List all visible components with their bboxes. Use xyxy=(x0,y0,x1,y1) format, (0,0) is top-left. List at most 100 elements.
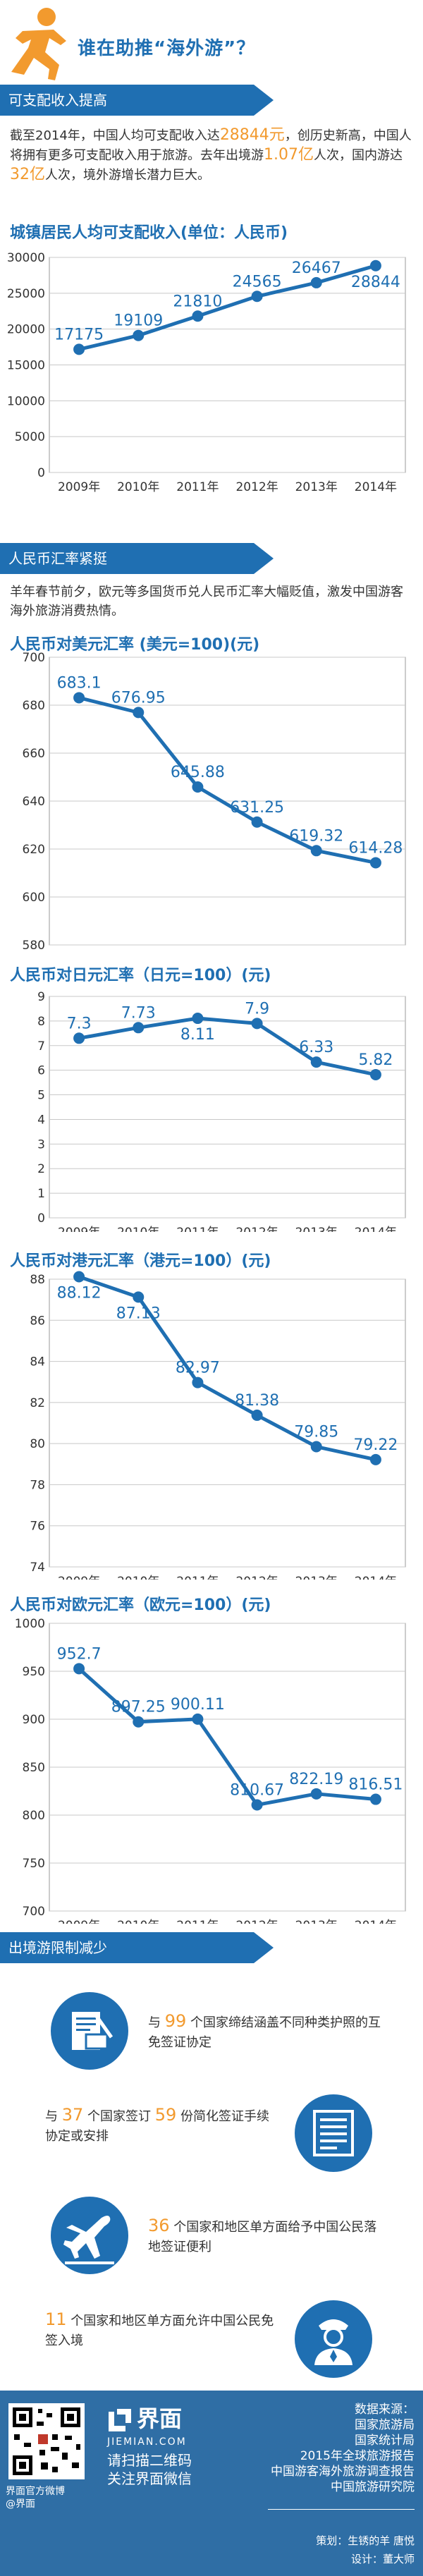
data-point xyxy=(369,1068,381,1080)
y-tick-label: 84 xyxy=(30,1355,45,1369)
qr-code[interactable] xyxy=(8,2403,85,2479)
sources-title: 数据来源： xyxy=(355,2403,415,2417)
data-point xyxy=(73,1663,85,1675)
y-tick-label: 82 xyxy=(30,1396,45,1410)
data-label: 8.11 xyxy=(180,1026,215,1044)
x-tick-label: 2013年 xyxy=(295,1226,338,1232)
chart-hkd: 74 76 78 80 82 84 86 88 2009年 2010年 2011年 2012年 2013… xyxy=(30,1271,406,1580)
data-label: 19109 xyxy=(114,312,163,330)
series-line xyxy=(78,696,376,865)
data-point xyxy=(73,1032,85,1044)
data-point xyxy=(369,1793,381,1805)
page-title: 谁在助推“海外游”？ xyxy=(78,38,256,59)
credit-planner: 策划：生锈的羊 唐悦 xyxy=(316,2534,415,2547)
weibo-label: 界面官方微博 @界面 xyxy=(6,2485,65,2510)
series-line xyxy=(78,1016,376,1077)
y-tick-label: 8 xyxy=(37,1015,45,1029)
data-label: 645.88 xyxy=(171,764,225,781)
rate-paragraph: 羊年春节前夕，欧元等多国货币兑人民币汇率大幅贬值，激发中国游客海外旅游消费热情。 xyxy=(10,585,403,618)
x-tick-label: 2014年 xyxy=(355,480,397,494)
x-tick-label: 2011年 xyxy=(176,480,219,494)
weibo-handle: @界面 xyxy=(6,2498,35,2510)
y-tick-label: 700 xyxy=(23,651,45,665)
data-point xyxy=(133,1291,145,1303)
y-tick-label: 5000 xyxy=(15,430,45,444)
data-label: 17175 xyxy=(54,326,104,343)
x-tick-label: 2014年 xyxy=(355,1226,397,1232)
chart-usd: 5806006206406606807002009年2010年2011年2012… xyxy=(23,651,406,952)
income-value: 28844元 xyxy=(219,126,285,144)
plot-frame xyxy=(49,1278,406,1568)
y-tick-label: 0 xyxy=(37,1211,45,1226)
visa-item-3-post: 个国家和地区单方面给予中国公民落地签证便利 xyxy=(148,2220,377,2254)
chart-title-jpy: 人民币对日元汇率（日元=100）(元) xyxy=(10,967,271,984)
footer: 界面官方微博 @界面 界面 JIEMIAN.COM 请扫描二维码 关注界面微信 数据… xyxy=(0,2391,423,2576)
x-tick-label: 2010年 xyxy=(117,1919,159,1924)
data-label: 24565 xyxy=(233,273,282,291)
footer-divider xyxy=(268,2509,415,2510)
income-text-3: 人次，国内游达 xyxy=(314,148,403,163)
y-tick-label: 800 xyxy=(23,1809,45,1823)
scan-hint-2: 关注界面微信 xyxy=(107,2470,192,2487)
scan-hint: 请扫描二维码 关注界面微信 xyxy=(107,2451,192,2488)
weibo-label-1: 界面官方微博 xyxy=(6,2486,65,2497)
plot-frame xyxy=(49,996,406,1219)
airplane-icon xyxy=(51,2197,128,2274)
visa-item-2-post: 份简化签证手续协定或安排 xyxy=(45,2109,270,2144)
x-tick-label: 2009年 xyxy=(58,1575,100,1580)
x-tick-label: 2012年 xyxy=(235,1919,278,1924)
y-tick-label: 6 xyxy=(37,1064,45,1078)
data-point xyxy=(251,291,263,303)
data-label: 21810 xyxy=(173,293,222,310)
y-tick-label: 80 xyxy=(30,1437,45,1451)
visa-item-1-post: 个国家缔结涵盖不同种类护照的互免签证协定 xyxy=(148,2015,381,2050)
outbound-value: 1.07亿 xyxy=(264,146,314,164)
y-tick-label: 2 xyxy=(37,1162,45,1176)
data-point xyxy=(73,1271,85,1283)
data-point xyxy=(251,816,263,828)
x-tick-label: 2013年 xyxy=(295,1919,338,1924)
data-point xyxy=(133,1716,145,1728)
data-point xyxy=(73,692,85,704)
runner-logo-icon xyxy=(11,8,66,80)
data-label: 5.82 xyxy=(358,1051,393,1069)
section-banner-visa: 出境游限制减少 xyxy=(0,1932,274,1963)
data-point xyxy=(369,857,381,869)
data-label: 87.13 xyxy=(116,1305,161,1322)
data-label: 614.28 xyxy=(348,839,403,857)
data-point xyxy=(133,707,145,719)
data-point xyxy=(192,1013,204,1025)
y-tick-label: 950 xyxy=(23,1665,45,1679)
y-tick-label: 620 xyxy=(23,843,45,857)
visa-item-2: 与 37 个国家签订 59 份简化签证手续协定或安排 xyxy=(45,2105,271,2147)
y-tick-label: 5 xyxy=(37,1089,45,1103)
visa-item-1-num: 99 xyxy=(164,2011,187,2031)
x-tick-label: 2013年 xyxy=(295,480,338,494)
source-item: 国家旅游局 xyxy=(355,2418,415,2432)
x-tick-label: 2014年 xyxy=(355,1919,397,1924)
data-point xyxy=(251,1018,263,1030)
data-label: 81.38 xyxy=(235,1392,279,1410)
visa-item-4-num: 11 xyxy=(45,2309,67,2329)
y-tick-label: 20000 xyxy=(7,323,45,337)
visa-item-2-num2: 59 xyxy=(154,2105,177,2125)
x-tick-label: 2014年 xyxy=(355,1575,397,1580)
income-text-2: ，创历史新高，中国人将拥有更多可支配收入用于旅游。去年出境游 xyxy=(10,128,412,163)
x-tick-label: 2011年 xyxy=(176,1575,219,1580)
x-tick-label: 2011年 xyxy=(176,1226,219,1232)
header: 谁在助推“海外游”？ xyxy=(0,0,423,85)
chart-jpy: 0 1 2 3 4 5 6 7 8 9 2009年 2010年 2011年 2012年 2013年 2014年… xyxy=(37,990,406,1232)
y-tick-label: 3 xyxy=(37,1137,45,1152)
brand-url: JIEMIAN.COM xyxy=(107,2436,187,2448)
y-tick-label: 0 xyxy=(37,466,45,480)
y-tick-label: 680 xyxy=(23,699,45,713)
y-tick-label: 30000 xyxy=(7,251,45,265)
y-tick-label: 1 xyxy=(37,1187,45,1201)
data-label: 631.25 xyxy=(230,799,284,817)
data-label: 816.51 xyxy=(348,1776,403,1794)
passport-icon xyxy=(51,1992,128,2070)
y-tick-label: 86 xyxy=(30,1314,45,1328)
sources-list: 数据来源： 国家旅游局 国家统计局 2015年全球旅游报告 中国游客海外旅游调查… xyxy=(271,2402,415,2495)
scan-hint-1: 请扫描二维码 xyxy=(107,2452,192,2469)
